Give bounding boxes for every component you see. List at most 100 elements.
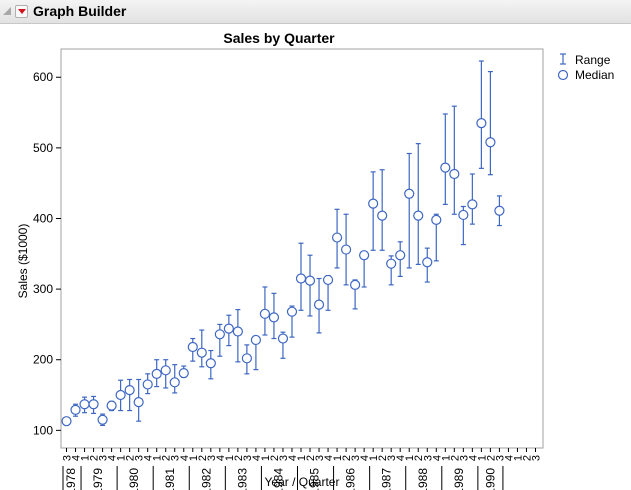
legend-median-icon xyxy=(557,69,569,81)
x-quarter-label: 2 xyxy=(377,455,389,461)
median-point xyxy=(485,137,496,148)
x-quarter-label: 4 xyxy=(71,455,83,461)
x-quarter-label: 4 xyxy=(359,455,371,461)
range-bar xyxy=(370,171,376,251)
x-year-label: 1986 xyxy=(344,468,358,490)
median-point xyxy=(386,258,397,269)
disclosure-triangle-icon[interactable] xyxy=(3,7,11,15)
median-point xyxy=(413,210,424,221)
median-point xyxy=(124,384,135,396)
median-point xyxy=(88,399,99,410)
median-point xyxy=(395,250,406,261)
median-point xyxy=(277,333,289,344)
median-point xyxy=(440,162,451,173)
x-quarter-label: 4 xyxy=(107,455,119,461)
x-quarter-label: 3 xyxy=(386,455,398,461)
median-point xyxy=(350,279,361,290)
median-point xyxy=(169,377,180,388)
range-bar xyxy=(487,70,493,176)
x-quarter-label: 4 xyxy=(251,455,263,461)
median-point xyxy=(250,334,262,346)
median-point xyxy=(313,299,325,310)
x-year-label: 1984 xyxy=(271,468,285,490)
median-point xyxy=(331,232,343,243)
x-quarter-label: 3 xyxy=(422,455,434,461)
median-point xyxy=(458,209,469,221)
x-year-label: 1988 xyxy=(416,468,430,490)
median-point xyxy=(232,326,243,337)
x-year-label: 1985 xyxy=(308,468,322,490)
median-point xyxy=(449,168,460,180)
median-point xyxy=(196,347,207,358)
x-quarter-label: 2 xyxy=(269,455,281,461)
x-quarter-label: 1 xyxy=(296,455,308,461)
median-point xyxy=(223,323,234,334)
x-quarter-label: 2 xyxy=(449,455,461,461)
median-point xyxy=(70,404,81,415)
x-quarter-label: 1 xyxy=(440,455,452,461)
x-quarter-label: 3 xyxy=(530,455,542,461)
y-tick-label: 400 xyxy=(33,211,53,225)
x-quarter-label: 2 xyxy=(233,455,245,461)
x-year-label: 1989 xyxy=(452,468,466,490)
median-point xyxy=(404,188,415,199)
x-quarter-label: 4 xyxy=(431,455,443,461)
x-quarter-label: 4 xyxy=(467,455,479,461)
range-bar xyxy=(379,169,385,251)
x-quarter-label: 4 xyxy=(395,455,407,461)
median-point xyxy=(377,210,388,221)
median-point xyxy=(151,368,162,379)
x-quarter-label: 3 xyxy=(494,455,506,461)
x-quarter-label: 4 xyxy=(215,455,227,461)
x-year-label: 1979 xyxy=(91,468,105,490)
x-quarter-label: 3 xyxy=(62,455,74,461)
range-bar xyxy=(406,152,412,269)
x-quarter-label: 2 xyxy=(485,455,497,461)
range-bar xyxy=(217,323,223,357)
x-quarter-label: 2 xyxy=(305,455,317,461)
x-quarter-label: 4 xyxy=(287,455,299,461)
x-year-label: 1981 xyxy=(163,468,177,490)
x-year-label: 1987 xyxy=(380,468,394,490)
x-quarter-label: 1 xyxy=(224,455,236,461)
median-point xyxy=(476,118,487,129)
legend: Range Median xyxy=(557,53,614,82)
x-quarter-label: 4 xyxy=(179,455,191,461)
y-axis-label: Sales ($1000) xyxy=(16,224,30,299)
median-point xyxy=(304,275,316,286)
y-tick-label: 600 xyxy=(33,70,53,84)
sales-chart: Sales by Quarter Range Median Sales ($10… xyxy=(16,30,614,490)
median-point xyxy=(422,257,433,268)
median-point xyxy=(359,250,370,261)
range-bar xyxy=(451,105,457,215)
x-quarter-label: 2 xyxy=(521,455,533,461)
median-point xyxy=(106,400,117,411)
x-quarter-label: 2 xyxy=(125,455,137,461)
x-quarter-label: 1 xyxy=(188,455,200,461)
x-quarter-label: 1 xyxy=(512,455,524,461)
x-year-label: 1990 xyxy=(483,468,497,490)
x-quarter-label: 4 xyxy=(503,455,515,461)
x-quarter-label: 3 xyxy=(206,455,218,461)
median-point xyxy=(340,244,352,255)
range-bar xyxy=(442,113,448,205)
median-point xyxy=(79,399,90,410)
median-point xyxy=(97,414,108,425)
legend-median-label: Median xyxy=(575,68,614,82)
x-quarter-label: 2 xyxy=(341,455,353,461)
median-point xyxy=(61,416,72,427)
x-quarter-label: 1 xyxy=(260,455,272,461)
x-quarter-label: 1 xyxy=(404,455,416,461)
red-menu-triangle-icon[interactable] xyxy=(15,5,28,18)
median-point xyxy=(178,368,189,379)
legend-range-label: Range xyxy=(575,53,611,67)
x-quarter-label: 1 xyxy=(80,455,92,461)
x-quarter-label: 3 xyxy=(170,455,182,461)
x-quarter-label: 3 xyxy=(314,455,326,461)
y-tick-label: 100 xyxy=(33,423,53,437)
y-tick-label: 300 xyxy=(33,282,53,296)
chart-title: Sales by Quarter xyxy=(223,30,335,46)
x-quarter-label: 1 xyxy=(332,455,344,461)
range-bar xyxy=(415,143,421,265)
x-quarter-label: 3 xyxy=(350,455,362,461)
